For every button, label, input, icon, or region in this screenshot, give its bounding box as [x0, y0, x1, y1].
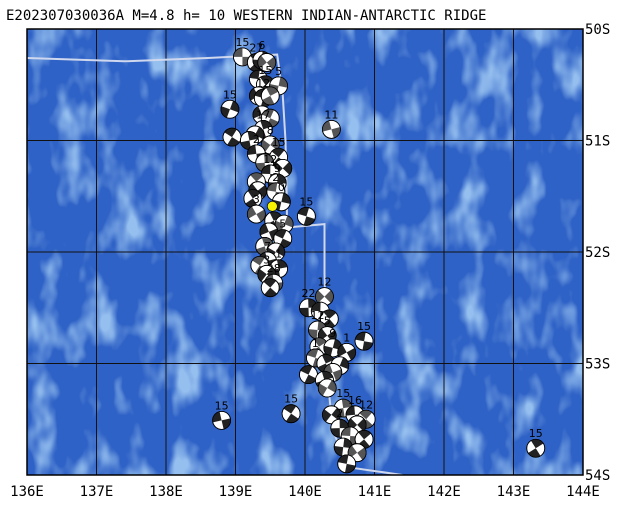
graticule: [27, 29, 583, 475]
focal-mechanism: 11: [322, 108, 341, 139]
mechanism-depth-label: 7: [264, 240, 271, 253]
mechanism-depth-label: 3: [253, 193, 260, 206]
mechanism-depth-label: 28: [267, 262, 281, 275]
focal-mechanism: [333, 437, 353, 457]
mechanism-depth-label: 12: [263, 153, 277, 166]
mechanism-depth-label: 15: [272, 136, 286, 149]
focal-mechanism: [317, 378, 337, 398]
mechanism-depth-label: 6: [258, 39, 265, 52]
mechanism-depth-label: 1: [312, 337, 319, 350]
focal-mechanism: 15: [220, 88, 240, 119]
mechanism-depth-label: 9: [274, 162, 281, 175]
mechanism-depth-label: 11: [324, 108, 338, 121]
mechanism-depth-label: 5: [324, 315, 331, 328]
latitude-labels: 50S 51S 52S 53S 54S: [585, 22, 610, 484]
mechanism-depth-label: 1: [275, 248, 282, 261]
mechanism-depth-label: 2: [272, 171, 279, 184]
mechanism-depth-label: 15: [223, 88, 237, 101]
mechanism-depth-label: 15: [299, 195, 313, 208]
focal-mechanism: [259, 222, 279, 242]
focal-mechanism: 15: [233, 36, 252, 67]
focal-mechanism: [257, 53, 277, 72]
map-frame: [26, 28, 584, 476]
latitude-tick-label: 53S: [585, 357, 610, 373]
longitude-tick-label: 136E: [10, 484, 44, 500]
focal-mechanism: [322, 405, 341, 425]
mechanism-depth-label: 3: [263, 253, 270, 266]
latitude-tick-label: 50S: [585, 22, 610, 38]
focal-mechanism: 15: [526, 427, 546, 458]
focal-mechanism: [243, 189, 263, 208]
longitude-tick-label: 143E: [497, 484, 531, 500]
mechanism-depth-label: 5: [279, 218, 286, 231]
longitude-tick-label: 141E: [358, 484, 392, 500]
mechanism-depth-label: 15: [357, 320, 371, 333]
focal-mechanism: 15: [354, 320, 374, 351]
mechanism-depth-label: 16: [348, 394, 362, 407]
focal-mechanism: [337, 454, 357, 474]
longitude-tick-label: 139E: [219, 484, 253, 500]
mechanism-depth-label: 12: [359, 398, 373, 411]
mechanism-depth-label: 5: [275, 65, 282, 78]
mechanism-depth-label: 12: [256, 77, 270, 90]
longitude-tick-label: 137E: [80, 484, 114, 500]
mechanism-depth-label: 17: [256, 108, 270, 121]
latitude-tick-label: 52S: [585, 245, 610, 261]
mechanism-depth-label: 9: [329, 327, 336, 340]
focal-mechanism: 15: [281, 393, 301, 424]
mechanism-depth-label: 1: [343, 331, 350, 344]
longitude-labels: 136E 137E 138E 139E 140E 141E 142E 143E 144E: [10, 484, 600, 500]
mechanism-depth-label: 15: [284, 393, 298, 406]
focal-mechanism: 15: [212, 399, 232, 430]
map-title: E202307030036A M=4.8 h= 10 WESTERN INDIA…: [6, 8, 486, 24]
mechanism-depth-label: 12: [317, 276, 331, 289]
mechanism-depth-label: 15: [258, 64, 272, 77]
focal-mechanism: [260, 278, 280, 298]
latitude-tick-label: 51S: [585, 134, 610, 150]
longitude-tick-label: 140E: [288, 484, 322, 500]
mechanism-depth-label: 15: [336, 387, 350, 400]
longitude-tick-label: 138E: [149, 484, 183, 500]
focal-mechanism: 15: [296, 195, 316, 226]
mechanism-depth-label: 8: [267, 124, 274, 137]
focal-mechanism: 3: [246, 193, 266, 224]
mechanism-depth-label: 15: [235, 36, 249, 49]
focal-mechanism: [260, 86, 280, 106]
mechanism-depth-label: 15: [529, 427, 543, 440]
mechanism-depth-label: 2: [253, 133, 260, 146]
focal-mechanism: [323, 363, 343, 382]
mechanism-depth-label: 22: [301, 287, 315, 300]
focal-mechanism: [222, 127, 242, 147]
mechanism-depth-label: 15: [215, 399, 229, 412]
longitude-tick-label: 142E: [427, 484, 461, 500]
focal-mechanism: [299, 365, 318, 385]
focal-mechanism: 12: [315, 276, 334, 307]
mechanism-depth-label: 12: [311, 309, 325, 322]
longitude-tick-label: 144E: [566, 484, 600, 500]
mechanism-depth-label: 0: [278, 181, 285, 194]
mechanism-depth-label: 2: [336, 407, 343, 420]
epicenter-marker: [267, 200, 278, 212]
latitude-tick-label: 54S: [585, 468, 610, 484]
